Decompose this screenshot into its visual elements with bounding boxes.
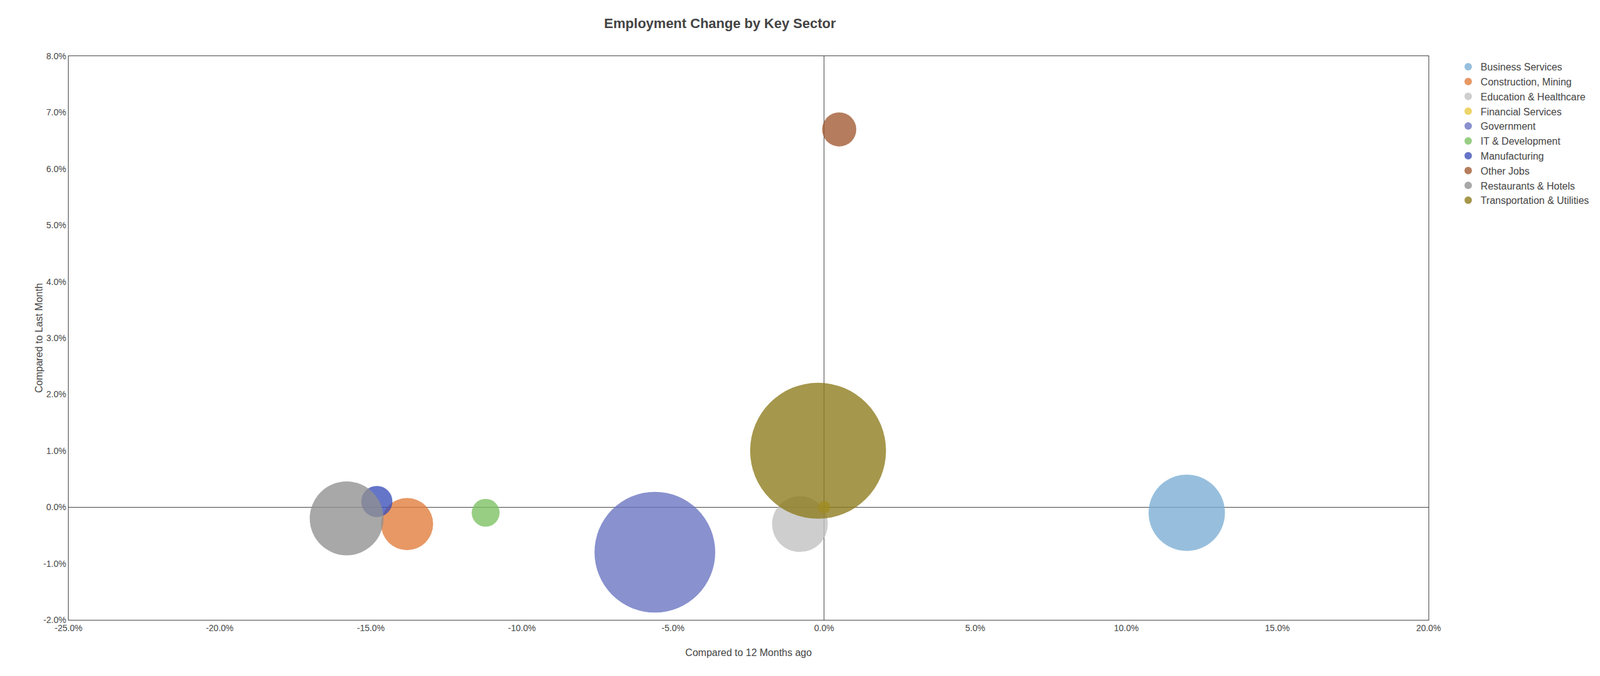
- svg-text:5.0%: 5.0%: [965, 622, 986, 633]
- svg-text:20.0%: 20.0%: [1416, 622, 1441, 633]
- svg-text:Other Jobs: Other Jobs: [1480, 165, 1530, 177]
- svg-text:-2.0%: -2.0%: [43, 614, 67, 625]
- svg-text:10.0%: 10.0%: [1113, 622, 1139, 633]
- svg-text:7.0%: 7.0%: [46, 107, 67, 118]
- svg-text:3.0%: 3.0%: [46, 332, 67, 343]
- svg-text:Compared to 12 Months ago: Compared to 12 Months ago: [685, 647, 812, 658]
- svg-text:Financial Services: Financial Services: [1480, 106, 1562, 118]
- svg-text:2.0%: 2.0%: [46, 389, 67, 400]
- svg-text:5.0%: 5.0%: [46, 220, 67, 231]
- svg-text:IT & Development: IT & Development: [1480, 135, 1561, 147]
- svg-text:-20.0%: -20.0%: [205, 622, 234, 633]
- svg-text:-5.0%: -5.0%: [661, 622, 685, 633]
- svg-text:Transportation & Utilities: Transportation & Utilities: [1480, 195, 1590, 206]
- svg-text:Employment Change by Key Secto: Employment Change by Key Sector: [604, 15, 837, 32]
- svg-text:Education & Healthcare: Education & Healthcare: [1480, 91, 1586, 103]
- svg-text:Government: Government: [1480, 120, 1537, 132]
- svg-text:6.0%: 6.0%: [46, 163, 67, 174]
- svg-text:-15.0%: -15.0%: [356, 622, 385, 633]
- svg-text:15.0%: 15.0%: [1265, 622, 1291, 633]
- svg-text:4.0%: 4.0%: [46, 276, 67, 287]
- svg-text:Construction, Mining: Construction, Mining: [1480, 76, 1572, 88]
- svg-text:1.0%: 1.0%: [46, 445, 67, 456]
- svg-text:-10.0%: -10.0%: [508, 622, 536, 633]
- svg-text:0.0%: 0.0%: [46, 501, 67, 512]
- svg-text:-25.0%: -25.0%: [54, 622, 83, 633]
- svg-text:0.0%: 0.0%: [814, 622, 835, 633]
- svg-text:Manufacturing: Manufacturing: [1480, 150, 1544, 162]
- svg-text:Compared to Last Month: Compared to Last Month: [33, 283, 45, 393]
- svg-text:Restaurants & Hotels: Restaurants & Hotels: [1480, 180, 1576, 192]
- svg-text:-1.0%: -1.0%: [43, 558, 67, 569]
- svg-text:8.0%: 8.0%: [46, 51, 67, 62]
- svg-text:Business Services: Business Services: [1480, 61, 1563, 73]
